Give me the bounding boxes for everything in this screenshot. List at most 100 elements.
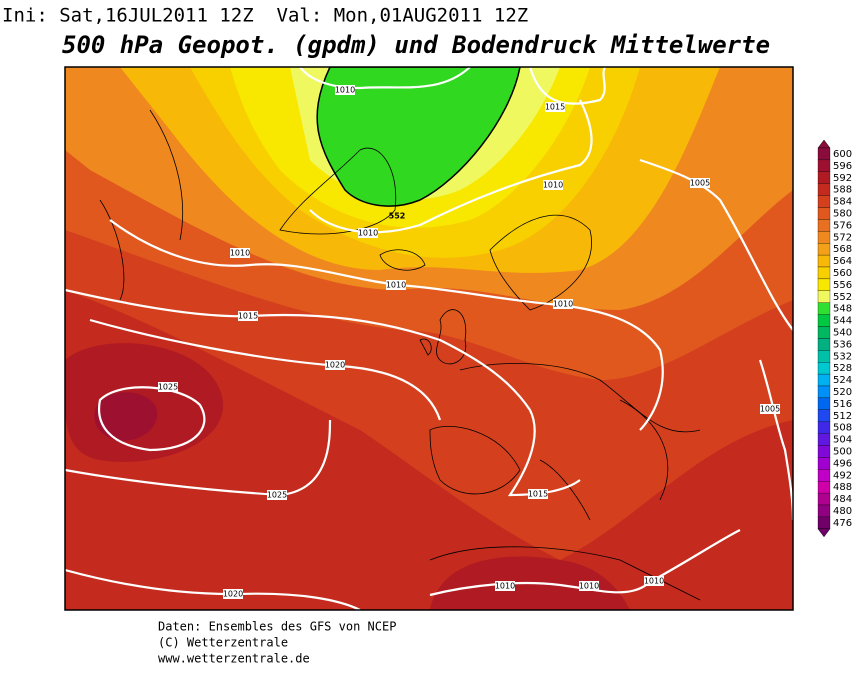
colorbar-label: 496 xyxy=(833,458,852,469)
colorbar-cell xyxy=(817,373,831,387)
isobar-label-box xyxy=(230,248,250,258)
colorbar-cell xyxy=(817,243,831,256)
colorbar-cell xyxy=(817,421,831,434)
isobar-label: 1020 xyxy=(223,590,243,599)
geopotential-label: 552 xyxy=(389,212,406,221)
isobar-label: 1010 xyxy=(230,249,250,258)
isobar-label-box xyxy=(223,589,243,599)
colorbar-cell xyxy=(817,385,831,399)
colorbar-cell xyxy=(817,314,831,327)
isobar-label-box xyxy=(158,382,178,392)
colorbar-label: 588 xyxy=(833,185,852,196)
colorbar-label: 576 xyxy=(833,220,852,231)
colorbar-label: 476 xyxy=(833,518,852,529)
colorbar-cell xyxy=(817,326,831,339)
colorbar-cell xyxy=(817,445,831,458)
colorbar-cell xyxy=(817,183,831,196)
colorbar-label: 560 xyxy=(833,268,852,279)
colorbar-cell xyxy=(817,159,831,172)
colorbar-label: 528 xyxy=(833,363,852,374)
colorbar-label: 500 xyxy=(833,446,852,457)
isobar-label: 1020 xyxy=(325,361,345,370)
isobar-label-box xyxy=(495,581,515,591)
map xyxy=(65,67,793,610)
isobar-label: 1025 xyxy=(158,383,178,392)
colorbar-label: 596 xyxy=(833,161,852,172)
isobar-label-box xyxy=(545,102,565,112)
colorbar-cell xyxy=(817,278,831,291)
colorbar-cell xyxy=(817,492,831,506)
colorbar-cell xyxy=(817,350,831,363)
footer-line: Daten: Ensembles des GFS von NCEP xyxy=(158,620,396,634)
colorbar-cell xyxy=(817,171,831,184)
isobar-label-box xyxy=(528,489,548,499)
colorbar-cell xyxy=(817,481,831,494)
colorbar-label: 564 xyxy=(833,256,852,267)
colorbar-cell xyxy=(817,469,831,482)
isobar-label-box xyxy=(760,404,780,414)
colorbar-label: 572 xyxy=(833,232,852,243)
footer-line: (C) Wetterzentrale xyxy=(158,636,288,650)
colorbar-cell xyxy=(817,516,831,529)
colorbar-label: 540 xyxy=(833,327,852,338)
colorbar-cell xyxy=(817,231,831,244)
colorbar-label: 580 xyxy=(833,208,852,219)
colorbar-label: 552 xyxy=(833,292,852,303)
isobar-label: 1010 xyxy=(335,86,355,95)
colorbar-cell xyxy=(817,457,831,470)
isobar-labels: 1010 1015 1010 1005 1010 1010 1010 1010 1015 1020… xyxy=(158,85,780,599)
isobar-label-box xyxy=(335,85,355,95)
colorbar-label: 592 xyxy=(833,173,852,184)
isobar-label-box xyxy=(543,180,563,190)
isobar-label: 1015 xyxy=(528,490,548,499)
colorbar-label: 508 xyxy=(833,423,852,434)
isobar-label-box xyxy=(386,280,406,290)
title: 500 hPa Geopot. (gpdm) und Bodendruck Mi… xyxy=(62,31,770,59)
colorbar-label: 568 xyxy=(833,244,852,255)
colorbar-cell xyxy=(817,219,831,232)
isobar-label-box xyxy=(579,581,599,591)
footer: Daten: Ensembles des GFS von NCEP (C) Wet… xyxy=(158,620,396,666)
colorbar-label: 544 xyxy=(833,316,852,327)
colorbar-cell xyxy=(817,433,831,446)
isobar-label: 1015 xyxy=(545,103,565,112)
colorbar-label: 484 xyxy=(833,494,852,505)
isobar-label-box xyxy=(358,228,378,238)
isobar-label-box xyxy=(267,490,287,500)
isobar-label: 1005 xyxy=(760,405,780,414)
isobar-label: 1010 xyxy=(579,582,599,591)
colorbar: 6005965925885845805765725685645605565525… xyxy=(817,139,852,538)
colorbar-cell xyxy=(817,397,831,410)
colorbar-cell xyxy=(817,254,831,268)
isobar-label: 1010 xyxy=(543,181,563,190)
colorbar-cell xyxy=(817,290,831,303)
colorbar-cell xyxy=(817,195,831,208)
isobar-label: 1005 xyxy=(690,179,710,188)
isobar-label-box xyxy=(325,360,345,370)
colorbar-label: 532 xyxy=(833,351,852,362)
colorbar-cell xyxy=(817,302,831,315)
isobar-label: 1010 xyxy=(644,577,664,586)
isobar-label: 1025 xyxy=(267,491,287,500)
isobar-label-box xyxy=(644,576,664,586)
isobar-label: 1010 xyxy=(358,229,378,238)
colorbar-cap xyxy=(817,528,831,538)
colorbar-cell xyxy=(817,147,831,161)
isobar-label: 1010 xyxy=(553,300,573,309)
colorbar-label: 488 xyxy=(833,482,852,493)
footer-line: www.wetterzentrale.de xyxy=(158,652,310,666)
isobar-label-box xyxy=(553,299,573,309)
colorbar-label: 524 xyxy=(833,375,852,386)
isobar-label: 1010 xyxy=(495,582,515,591)
colorbar-label: 556 xyxy=(833,280,852,291)
colorbar-label: 504 xyxy=(833,435,852,446)
isobar-label: 1015 xyxy=(238,312,258,321)
colorbar-cell xyxy=(817,409,831,422)
colorbar-cell xyxy=(817,266,831,280)
isobar-label: 1010 xyxy=(386,281,406,290)
colorbar-label: 520 xyxy=(833,387,852,398)
isobar-label-box xyxy=(690,178,710,188)
colorbar-label: 492 xyxy=(833,470,852,481)
